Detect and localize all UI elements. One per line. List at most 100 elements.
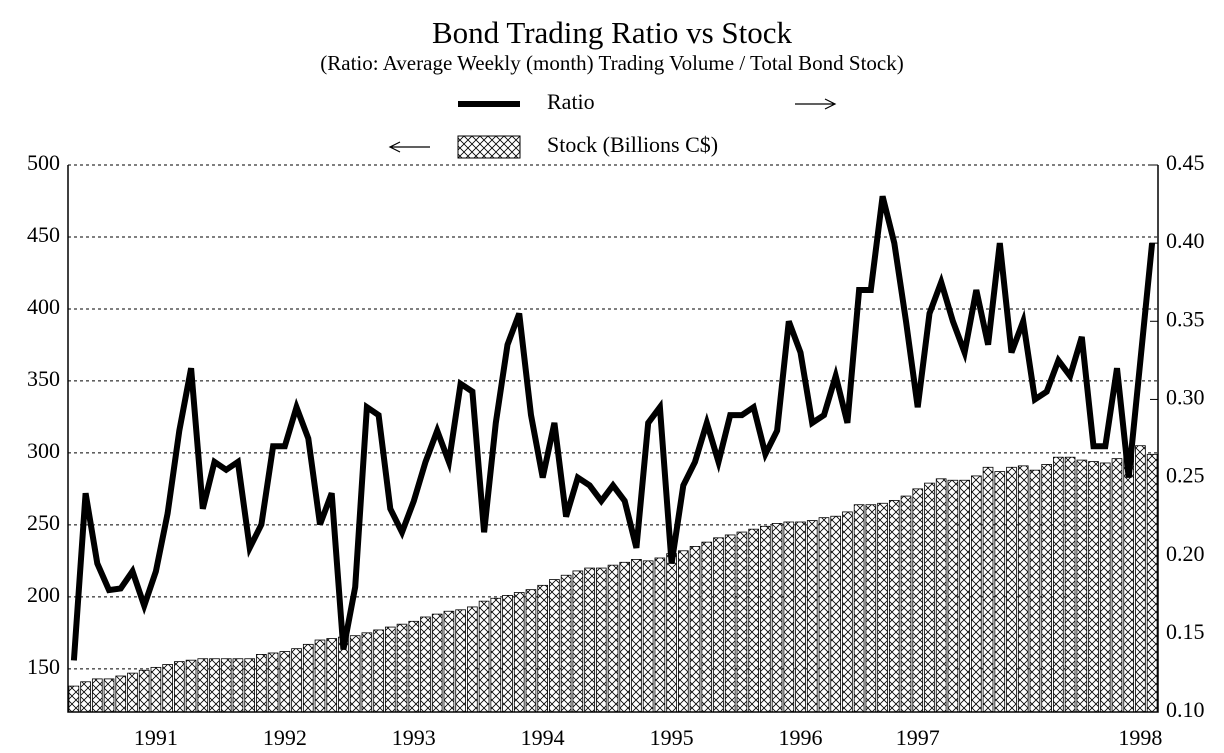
y-tick-label: 250 <box>27 510 60 535</box>
bar <box>267 652 279 713</box>
y2-tick-label: 0.35 <box>1166 306 1205 331</box>
bar <box>490 597 502 713</box>
bar <box>408 620 420 713</box>
bar <box>431 613 443 713</box>
bar <box>455 609 466 713</box>
bar <box>1064 456 1076 713</box>
bar <box>396 623 408 713</box>
bar <box>865 504 877 713</box>
bar <box>935 478 947 713</box>
bar <box>525 589 537 713</box>
chart-title: Bond Trading Ratio vs Stock <box>432 15 792 50</box>
bar <box>959 479 970 713</box>
bar <box>232 658 244 713</box>
x-tick-label: 1992 <box>263 725 307 750</box>
bar <box>279 651 291 713</box>
bar <box>795 521 806 713</box>
bar <box>1111 458 1123 713</box>
bar <box>467 606 478 713</box>
bar <box>1146 453 1158 713</box>
legend-hatch <box>457 135 521 159</box>
y-tick-label: 300 <box>27 438 60 463</box>
bar <box>502 595 513 713</box>
legend-label: Stock (Billions C$) <box>547 132 718 157</box>
bar <box>560 574 572 713</box>
bar <box>584 567 595 713</box>
bar <box>537 584 548 713</box>
y-tick-label: 350 <box>27 366 60 391</box>
y2-tick-label: 0.45 <box>1166 150 1205 175</box>
y2-tick-label: 0.30 <box>1166 384 1205 409</box>
bar <box>924 482 935 713</box>
bar <box>361 632 373 713</box>
axis-frame <box>67 165 1159 713</box>
bar <box>443 610 455 713</box>
y-tick-label: 200 <box>27 582 60 607</box>
bar <box>654 557 666 713</box>
bar <box>103 678 115 713</box>
bar <box>1041 464 1052 713</box>
arrow-right <box>795 98 837 110</box>
bar <box>115 675 127 713</box>
bar <box>678 550 689 713</box>
bar <box>877 502 888 713</box>
bar <box>1076 459 1088 713</box>
bar <box>724 534 736 713</box>
y-tick-label: 500 <box>27 150 60 175</box>
bar <box>68 685 80 713</box>
bar <box>384 626 396 713</box>
bar <box>689 546 701 713</box>
bar <box>220 658 232 713</box>
bar <box>888 499 900 713</box>
x-tick-label: 1994 <box>521 725 565 750</box>
y-tick-label: 450 <box>27 222 60 247</box>
bar <box>291 648 302 713</box>
x-tick-label: 1993 <box>392 725 436 750</box>
bar <box>736 531 748 713</box>
bar <box>771 523 783 713</box>
bar <box>549 579 560 713</box>
bar <box>900 495 912 713</box>
x-tick-label: 1991 <box>134 725 178 750</box>
bar <box>572 570 584 713</box>
y-tick-label: 400 <box>27 294 60 319</box>
bar <box>314 639 326 713</box>
bar <box>91 678 103 713</box>
bar <box>1088 461 1099 713</box>
y2-tick-label: 0.15 <box>1166 619 1205 644</box>
bar <box>185 659 197 713</box>
bar <box>595 567 607 713</box>
bar <box>701 541 713 713</box>
bar <box>162 664 173 713</box>
bar <box>947 479 959 713</box>
bar <box>666 553 677 713</box>
bar <box>783 521 795 713</box>
ratio-line <box>70 195 1156 661</box>
bar <box>373 629 384 713</box>
bar <box>256 654 267 713</box>
bar <box>209 658 220 713</box>
bar <box>842 511 853 713</box>
x-tick-label: 1997 <box>896 725 940 750</box>
bar <box>1135 445 1146 713</box>
y2-tick-label: 0.10 <box>1166 697 1205 722</box>
bar <box>912 488 924 713</box>
bar <box>420 616 431 713</box>
arrow-left <box>388 141 430 153</box>
bar <box>127 672 138 713</box>
bar <box>748 528 759 713</box>
y-tick-label: 150 <box>27 654 60 679</box>
bar <box>806 520 818 713</box>
bar <box>478 600 490 713</box>
bar <box>713 537 724 713</box>
bar <box>80 681 91 713</box>
bar <box>1029 469 1041 713</box>
bar <box>971 475 982 713</box>
bar <box>818 517 830 713</box>
x-tick-label: 1995 <box>650 725 694 750</box>
y2-tick-label: 0.25 <box>1166 463 1205 488</box>
bar <box>150 666 162 713</box>
bar <box>513 592 525 713</box>
bar <box>830 515 842 713</box>
